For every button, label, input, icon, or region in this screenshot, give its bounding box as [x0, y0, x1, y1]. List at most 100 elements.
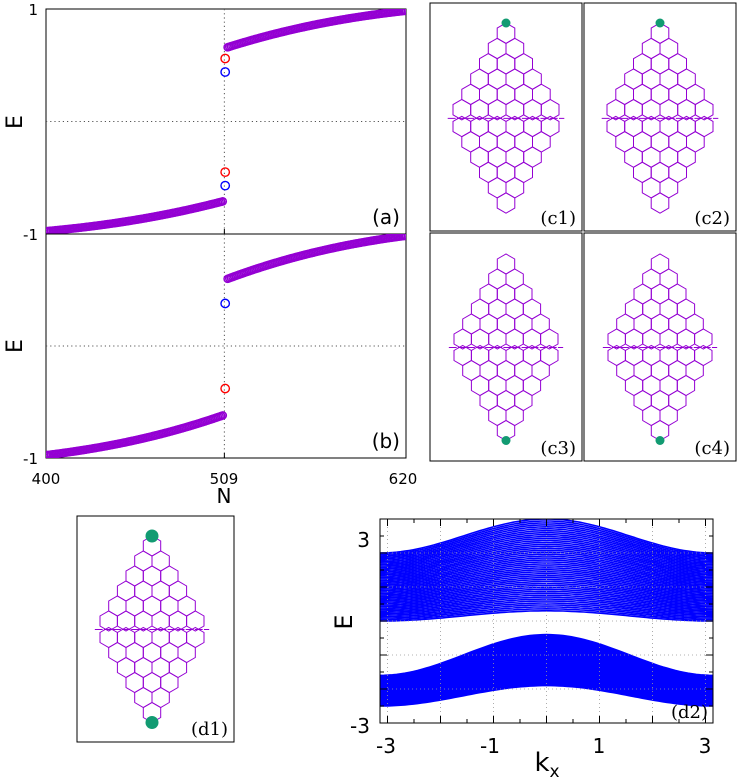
panel-d2-xlabel-main: k	[534, 748, 549, 777]
panel-d2-band-0-line	[380, 535, 713, 567]
panel-d2-ytick-top: 3	[357, 528, 370, 552]
panel-d2-band-0-line	[380, 519, 713, 554]
panel-a-series-0-point	[218, 197, 228, 206]
panel-d2-band-0-line	[380, 549, 713, 577]
panel-d2-band-0-line	[380, 607, 713, 621]
panel-c1-dot-top	[501, 18, 511, 28]
panel-d2-ytick-bottom: -3	[350, 714, 370, 738]
panel-d2-band-0-line	[380, 547, 713, 576]
panel-d2-band-0-line	[380, 543, 713, 573]
panel-b-xlabel: N	[217, 484, 232, 508]
panel-a-series-1-point	[401, 9, 406, 16]
panel-d2-frame	[379, 518, 714, 724]
panel-c2-lattice	[601, 18, 719, 214]
panel-c1-lattice	[447, 18, 565, 214]
panel-c4: (c4)	[583, 232, 737, 462]
panel-c2-hex	[694, 98, 714, 121]
panel-d2-band-0-line	[380, 561, 713, 586]
panel-d2-band-0-line	[380, 525, 713, 560]
panel-d2-band-0-line	[380, 555, 713, 582]
panel-d1-hex	[186, 610, 205, 632]
panel-d2-band-0-line	[380, 551, 713, 579]
panel-c2-label: (c2)	[694, 208, 730, 229]
panel-d1-label: (d1)	[191, 719, 228, 740]
panel-c1-label: (c1)	[540, 208, 576, 229]
panel-a-special-point-2	[220, 167, 231, 178]
panel-d2-band-0-line	[380, 533, 713, 566]
panel-a-ytick-top: 1	[28, 1, 38, 19]
panel-d1-dot-top	[145, 529, 159, 543]
panel-c1-hex	[496, 192, 516, 214]
panel-b-frame	[45, 233, 407, 459]
panel-c2-frame	[583, 2, 737, 232]
panel-d2-band-0-line	[380, 545, 713, 575]
panel-d2-band-0-line	[380, 596, 713, 612]
panel-d2-band-0-line	[380, 557, 713, 583]
panel-d2-band-0-line	[380, 592, 713, 609]
panel-d2-band-0-line	[380, 584, 713, 603]
panel-a: E 1 -1 (a)	[3, 1, 407, 244]
panel-d2-band-0-line	[380, 569, 713, 592]
panel-b-xtick-620: 620	[389, 470, 418, 488]
panel-d1-dot-bottom	[145, 716, 159, 729]
panel-d2-bands	[380, 519, 713, 707]
panel-b-xtick-400: 400	[32, 470, 61, 488]
panel-b: E -1 400 509 620 N (b)	[3, 233, 418, 508]
panel-c3: (c3)	[429, 232, 583, 462]
panel-c2: (c2)	[583, 2, 737, 232]
panel-d2-band-0-line	[380, 588, 713, 606]
panel-d2-band-0-line	[380, 600, 713, 615]
panel-a-special-point-0	[220, 53, 231, 64]
panel-d2-band-0-line	[380, 572, 713, 595]
panel-d2-xtick-3: 3	[699, 734, 712, 758]
panel-d2-ylabel: E	[330, 614, 358, 629]
panel-c2-hex	[650, 192, 670, 214]
panel-c1: (c1)	[429, 2, 583, 232]
panel-d2-label: (d2)	[671, 702, 708, 723]
panel-b-ytick-bottom: -1	[23, 450, 38, 468]
panel-c3-dot-bottom	[501, 436, 511, 445]
panel-a-special-point-3	[220, 180, 231, 191]
panel-d2-band-0-line	[380, 604, 713, 618]
panel-b-grid	[45, 234, 407, 458]
panel-c3-hex	[540, 328, 559, 350]
panel-a-ylabel: E	[3, 115, 28, 129]
panel-d2-xlabel-sub: x	[550, 762, 560, 777]
panel-c4-lattice	[602, 253, 718, 445]
panel-d2-xtick-1: 1	[593, 734, 606, 758]
panel-d2-band-0-line	[380, 606, 713, 619]
panel-d2-band-0-line	[380, 576, 713, 598]
panel-c4-label: (c4)	[694, 438, 730, 459]
panel-d2-band-0-line	[380, 565, 713, 589]
panel-a-label: (a)	[372, 205, 400, 229]
panel-d1-lattice	[94, 529, 210, 729]
panel-c4-dot-bottom	[655, 436, 665, 445]
panel-d2-band-0-line	[380, 537, 713, 569]
panel-d2-band-0-line	[380, 531, 713, 564]
panel-d2-band-0-line	[380, 528, 713, 561]
panel-b-xtick-509: 509	[210, 470, 239, 488]
panel-d2-band-0-line	[380, 539, 713, 570]
panel-c4-hex	[694, 328, 713, 350]
panel-b-label: (b)	[372, 429, 400, 453]
panel-d2-band-0-line	[380, 553, 713, 580]
panel-a-ytick-bottom: -1	[23, 226, 38, 244]
panel-d2: 3 -3 E -3 -1 1 3 kx (d2)	[330, 518, 714, 777]
panel-d2-band-0-line	[380, 529, 713, 563]
panel-c3-lattice	[448, 253, 564, 445]
panel-b-markers	[46, 234, 406, 458]
panel-a-special-point-1	[220, 67, 231, 77]
panel-d2-band-1-line	[380, 633, 713, 677]
panel-c1-hex	[540, 98, 560, 121]
panel-b-series-1-point	[401, 234, 406, 241]
panel-d2-band-0-line	[380, 610, 713, 622]
panel-b-special-point-0	[220, 298, 231, 309]
panel-d2-xtick-m1: -1	[480, 734, 500, 758]
panel-d2-band-0-line	[380, 541, 713, 572]
panel-d1: (d1)	[76, 515, 235, 743]
panel-c3-label: (c3)	[540, 438, 576, 459]
panel-c2-dot-top	[655, 18, 665, 28]
panel-c1-frame	[429, 2, 583, 232]
panel-b-ylabel: E	[3, 339, 28, 353]
